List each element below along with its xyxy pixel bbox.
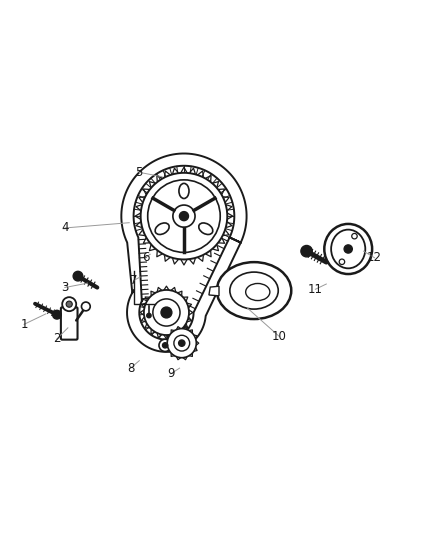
Circle shape [344,245,352,253]
Circle shape [180,212,188,221]
Circle shape [147,313,151,318]
Text: 8: 8 [127,361,134,375]
Polygon shape [121,154,247,352]
Text: 7: 7 [130,274,138,287]
Text: 12: 12 [367,251,382,264]
Text: 3: 3 [61,281,68,294]
Circle shape [73,271,83,281]
Ellipse shape [199,223,213,235]
Circle shape [173,205,195,227]
Circle shape [159,339,171,351]
Ellipse shape [155,223,169,235]
Ellipse shape [246,284,270,301]
Ellipse shape [324,224,372,274]
Text: 9: 9 [167,367,175,381]
Text: 11: 11 [308,283,323,296]
Circle shape [179,340,185,346]
Text: 4: 4 [61,221,69,235]
Circle shape [161,307,172,318]
Text: 6: 6 [141,251,149,264]
Ellipse shape [331,230,365,268]
Text: 10: 10 [272,330,287,343]
Ellipse shape [230,272,278,309]
Circle shape [167,329,196,358]
Text: 1: 1 [20,318,28,331]
Circle shape [66,301,72,307]
Text: 2: 2 [53,332,61,345]
Text: 5: 5 [136,166,143,179]
Circle shape [301,246,312,257]
Circle shape [162,343,168,348]
FancyBboxPatch shape [61,307,78,340]
Circle shape [148,180,220,253]
Ellipse shape [217,262,291,319]
Circle shape [81,302,90,311]
Polygon shape [209,286,219,296]
Circle shape [339,259,345,264]
Circle shape [53,310,61,319]
Circle shape [141,173,227,260]
Circle shape [144,290,189,335]
Circle shape [62,297,76,311]
Circle shape [352,233,357,239]
Ellipse shape [179,183,189,198]
Circle shape [174,335,190,351]
Circle shape [153,299,180,326]
